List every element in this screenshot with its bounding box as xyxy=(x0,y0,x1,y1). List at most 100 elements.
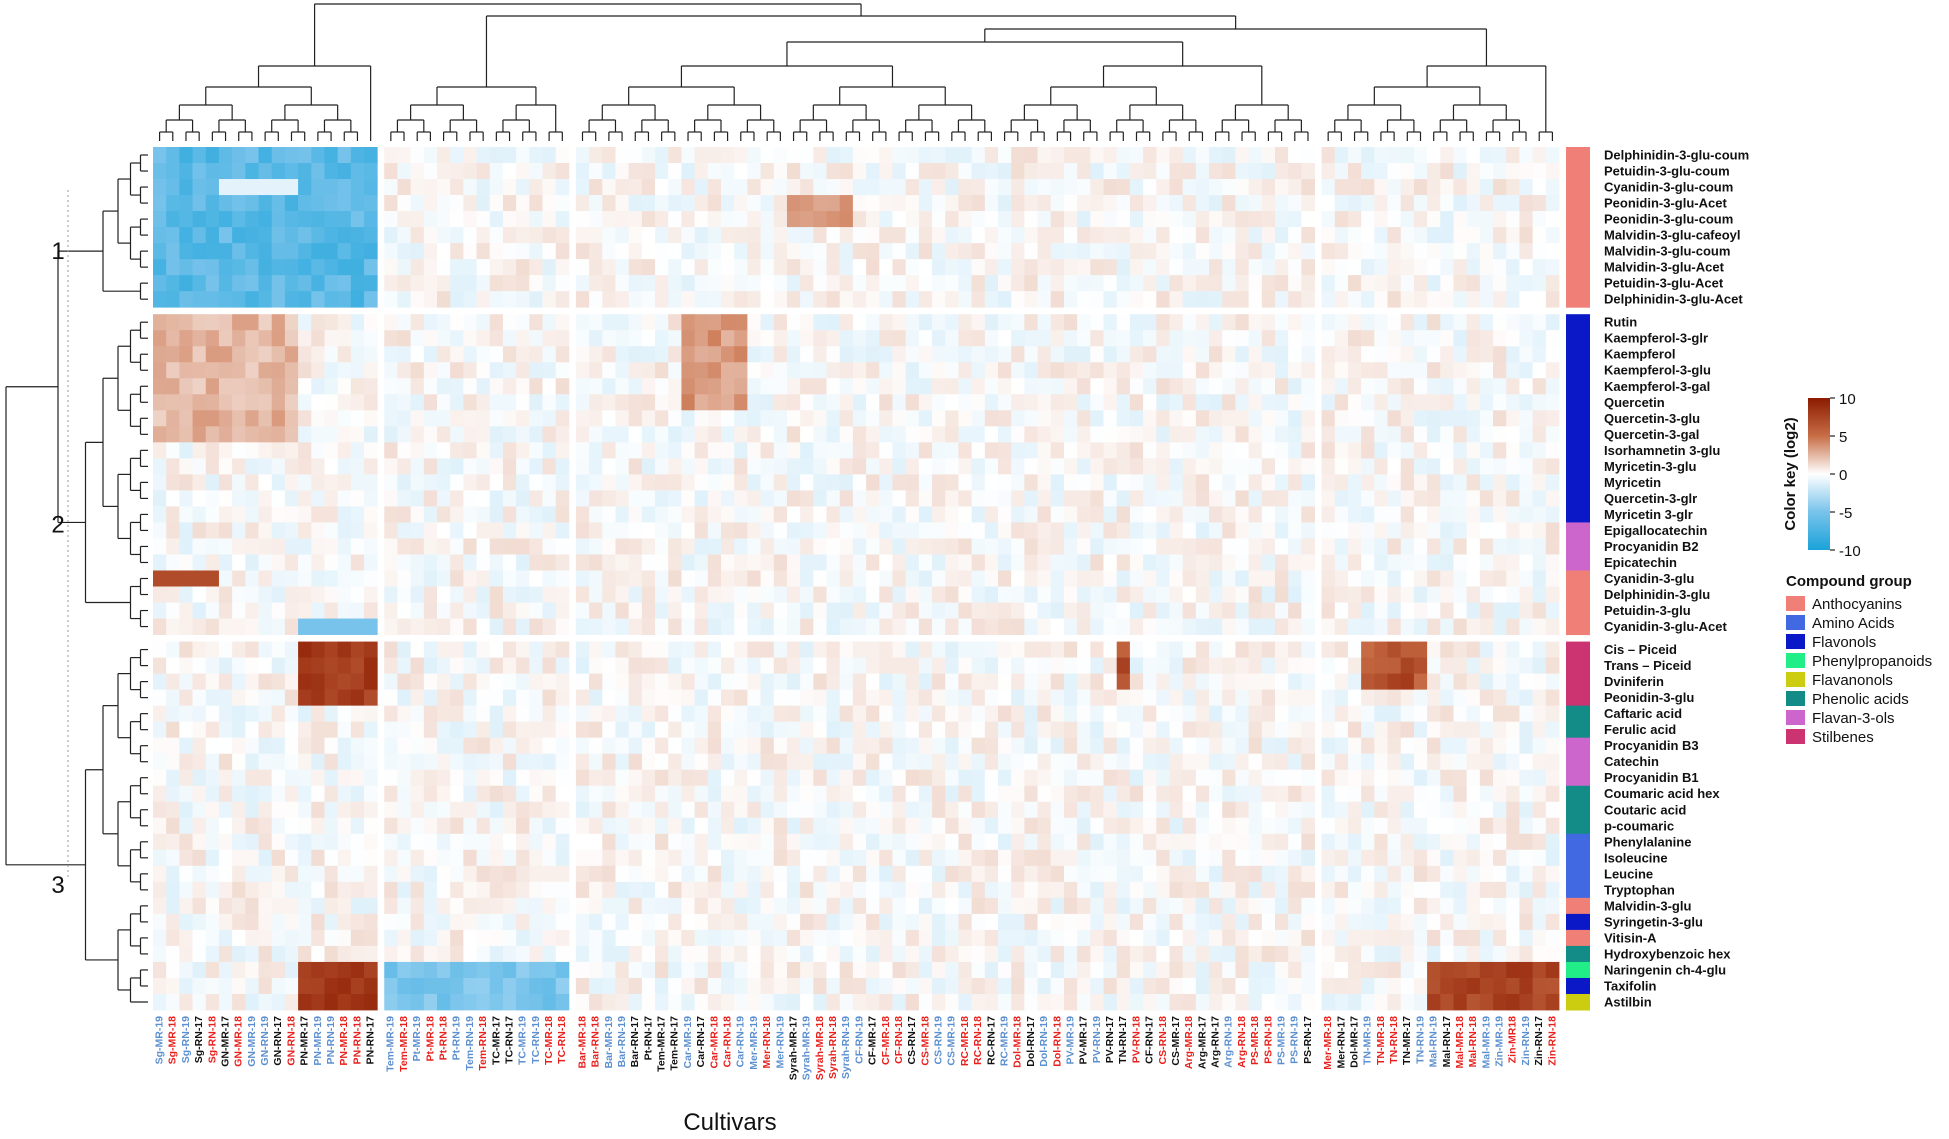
heatmap-cell xyxy=(476,195,491,212)
heatmap-cell xyxy=(1116,833,1131,851)
heatmap-cell xyxy=(945,378,959,395)
heatmap-cell xyxy=(1387,817,1402,835)
heatmap-cell xyxy=(839,458,854,475)
heatmap-cell xyxy=(1532,474,1547,491)
heatmap-cell xyxy=(1506,801,1520,819)
heatmap-cell xyxy=(1275,410,1289,427)
heatmap-cell xyxy=(1479,426,1494,443)
heatmap-cell xyxy=(516,458,530,475)
heatmap-cell xyxy=(707,378,722,395)
heatmap-cell xyxy=(1103,641,1118,658)
heatmap-cell xyxy=(747,586,761,603)
heatmap-cell xyxy=(476,211,491,228)
heatmap-cell xyxy=(1143,474,1157,491)
heatmap-cell xyxy=(324,410,339,427)
heatmap-cell xyxy=(1275,586,1289,603)
heatmap-cell xyxy=(1209,410,1223,427)
heatmap-cell xyxy=(641,657,656,674)
heatmap-cell xyxy=(1182,147,1197,164)
heatmap-cell xyxy=(984,785,999,803)
heatmap-cell xyxy=(1453,259,1468,276)
heatmap-cell xyxy=(450,753,464,771)
heatmap-cell xyxy=(1532,657,1547,674)
heatmap-cell xyxy=(905,243,920,260)
heatmap-cell xyxy=(1156,426,1170,443)
heatmap-cell xyxy=(1235,554,1250,571)
heatmap-cell xyxy=(1440,817,1454,835)
heatmap-cell xyxy=(984,554,999,571)
heatmap-cell xyxy=(192,673,207,691)
heatmap-cell xyxy=(1011,163,1025,180)
heatmap-cell xyxy=(337,163,352,180)
heatmap-cell xyxy=(1209,570,1223,587)
heatmap-cell xyxy=(350,243,365,260)
heatmap-cell xyxy=(324,737,339,755)
heatmap-cell xyxy=(1063,410,1078,427)
heatmap-cell xyxy=(1387,785,1402,803)
heatmap-cell xyxy=(350,474,365,491)
heatmap-cell xyxy=(918,259,933,276)
heatmap-cell xyxy=(628,259,643,276)
heatmap-cell xyxy=(1453,426,1468,443)
heatmap-cell xyxy=(998,147,1012,164)
heatmap-cell xyxy=(1440,586,1454,603)
heatmap-cell xyxy=(258,330,273,347)
heatmap-cell xyxy=(892,641,907,658)
heatmap-cell xyxy=(450,410,464,427)
heatmap-cell xyxy=(192,849,207,867)
heatmap-cell xyxy=(1519,474,1534,491)
heatmap-cell xyxy=(1169,243,1184,260)
heatmap-cell xyxy=(879,243,893,260)
heatmap-cell xyxy=(1466,291,1481,308)
heatmap-cell xyxy=(1400,330,1415,347)
heatmap-cell xyxy=(589,243,603,260)
heatmap-cell xyxy=(324,570,339,587)
heatmap-cell xyxy=(218,801,233,819)
heatmap-cell xyxy=(1288,522,1302,539)
heatmap-cell xyxy=(1301,378,1315,395)
heatmap-cell xyxy=(555,394,570,411)
heatmap-cell xyxy=(1143,506,1157,523)
heatmap-cell xyxy=(542,442,557,459)
heatmap-cell xyxy=(1129,195,1144,212)
heatmap-cell xyxy=(1440,721,1454,739)
heatmap-cell xyxy=(1374,147,1388,164)
heatmap-cell xyxy=(668,833,682,851)
heatmap-cell xyxy=(1519,362,1534,379)
heatmap-cell xyxy=(1261,195,1276,212)
heatmap-cell xyxy=(1050,426,1065,443)
heatmap-cell xyxy=(1493,314,1507,331)
heatmap-cell xyxy=(166,163,180,180)
heatmap-cell xyxy=(1361,410,1375,427)
heatmap-cell xyxy=(628,618,643,635)
heatmap-cell xyxy=(1506,426,1520,443)
heatmap-cell xyxy=(384,394,398,411)
heatmap-cell xyxy=(555,243,570,260)
heatmap-cell xyxy=(945,346,959,363)
heatmap-cell xyxy=(641,275,656,292)
heatmap-cell xyxy=(813,721,827,739)
heatmap-cell xyxy=(575,538,590,555)
heatmap-cell xyxy=(602,705,616,723)
heatmap-cell xyxy=(945,602,959,619)
heatmap-cell xyxy=(575,394,590,411)
heatmap-cell xyxy=(516,314,530,331)
heatmap-cell xyxy=(1532,769,1547,787)
heatmap-cell xyxy=(1347,705,1362,723)
heatmap-cell xyxy=(324,426,339,443)
heatmap-cell xyxy=(1129,410,1144,427)
heatmap-cell xyxy=(1063,657,1078,674)
heatmap-cell xyxy=(397,291,412,308)
heatmap-cell xyxy=(734,506,748,523)
heatmap-cell xyxy=(410,506,425,523)
heatmap-cell xyxy=(1090,291,1104,308)
heatmap-cell xyxy=(1479,346,1494,363)
heatmap-cell xyxy=(1387,275,1402,292)
heatmap-cell xyxy=(205,618,220,635)
heatmap-cell xyxy=(892,410,907,427)
heatmap-cell xyxy=(1347,673,1362,691)
heatmap-cell xyxy=(694,259,709,276)
heatmap-cell xyxy=(628,705,643,723)
heatmap-cell xyxy=(232,163,246,180)
heatmap-cell xyxy=(1235,410,1250,427)
